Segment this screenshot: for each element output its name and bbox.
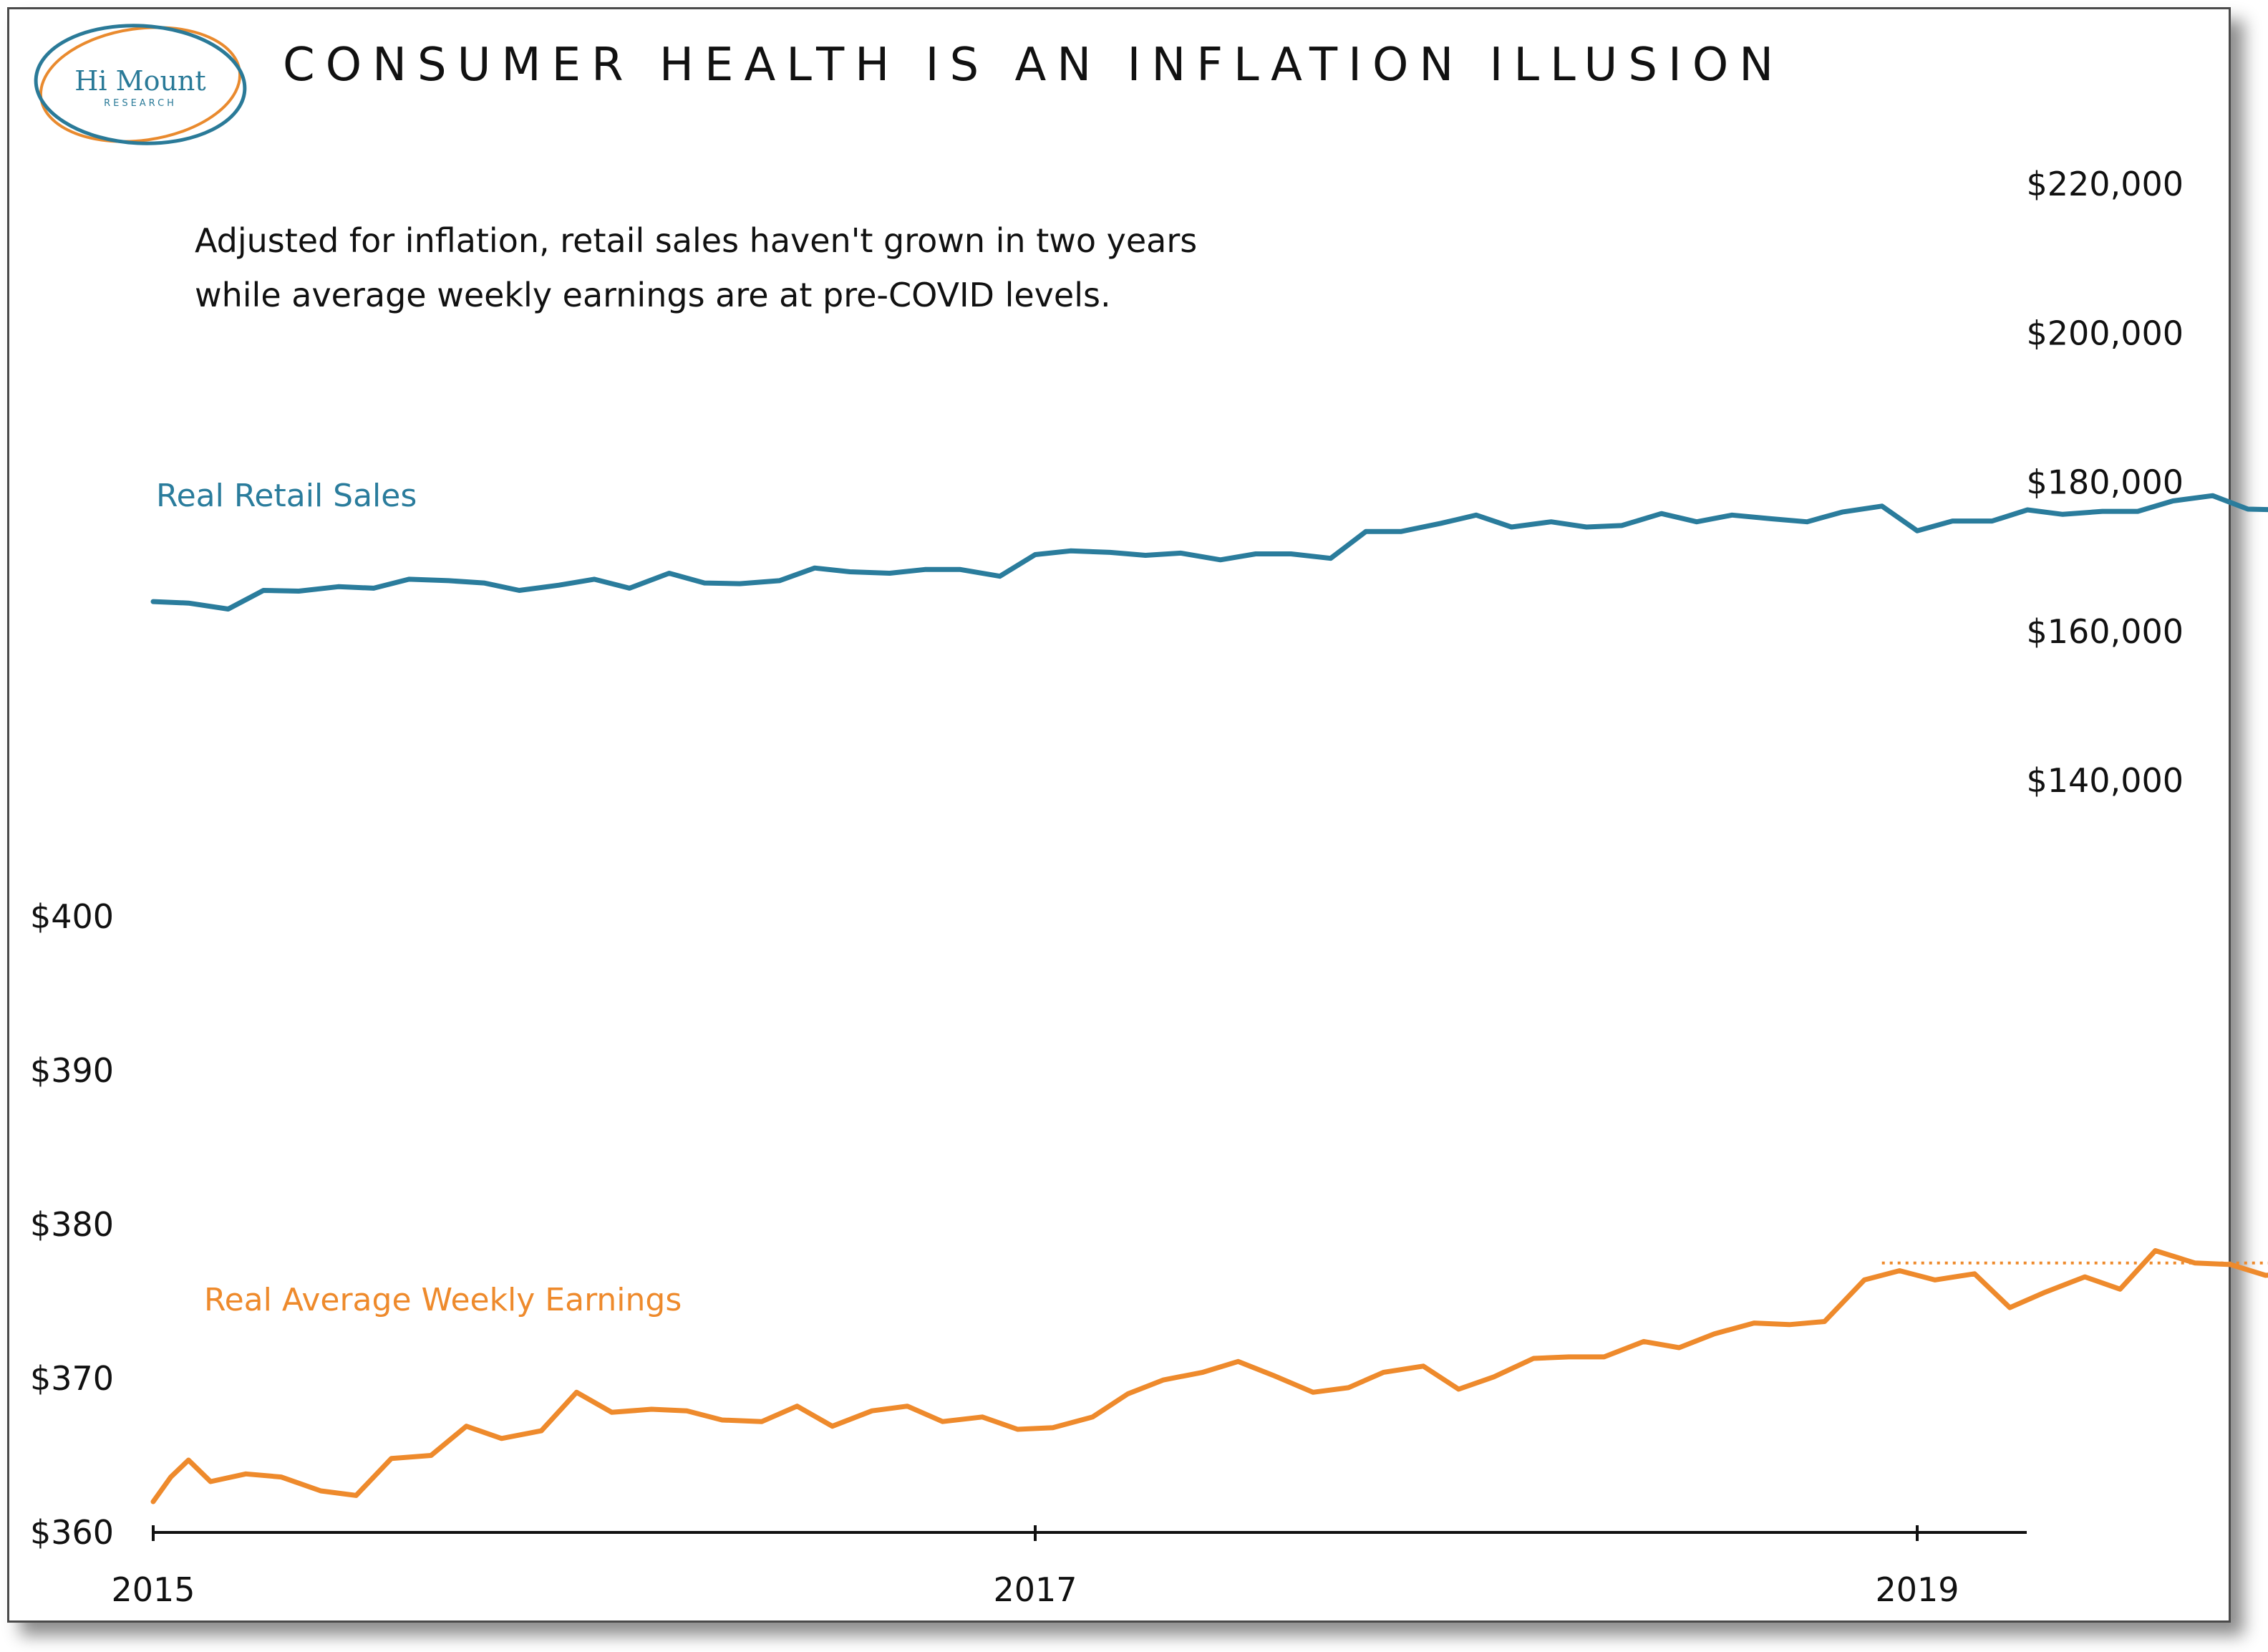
- annotation-line-1: Adjusted for inflation, retail sales hav…: [195, 221, 1197, 260]
- y-right-tick-label: $180,000: [2027, 463, 2184, 502]
- series-line-real-average-weekly-earnings: [150, 1248, 2268, 1504]
- x-tick-label: 2019: [1875, 1570, 1959, 1609]
- series-label-real-retail-sales: Real Retail Sales: [156, 478, 417, 514]
- y-left-tick-label: $400: [30, 897, 114, 936]
- y-right-tick-label: $220,000: [2027, 165, 2184, 203]
- logo: Hi Mount RESEARCH: [34, 24, 247, 145]
- logo-text: Hi Mount: [74, 65, 205, 97]
- x-tick-label: 2015: [111, 1570, 195, 1609]
- annotation-line-2: while average weekly earnings are at pre…: [195, 276, 1111, 314]
- y-left-tick-label: $380: [30, 1205, 114, 1244]
- y-left-tick-label: $360: [30, 1513, 114, 1552]
- series-label-real-average-weekly-earnings: Real Average Weekly Earnings: [204, 1282, 682, 1318]
- page-title: CONSUMER HEALTH IS AN INFLATION ILLUSION: [283, 39, 1784, 92]
- x-tick-label: 2017: [993, 1570, 1077, 1609]
- y-right-tick-label: $160,000: [2027, 612, 2184, 651]
- series-line-real-retail-sales: [150, 493, 2268, 612]
- logo-subtext: RESEARCH: [104, 98, 177, 109]
- y-right-tick-label: $140,000: [2027, 761, 2184, 800]
- y-right-tick-label: $200,000: [2027, 314, 2184, 352]
- y-left-tick-label: $390: [30, 1051, 114, 1090]
- y-left-tick-label: $370: [30, 1359, 114, 1398]
- chart-frame: [7, 7, 2231, 1623]
